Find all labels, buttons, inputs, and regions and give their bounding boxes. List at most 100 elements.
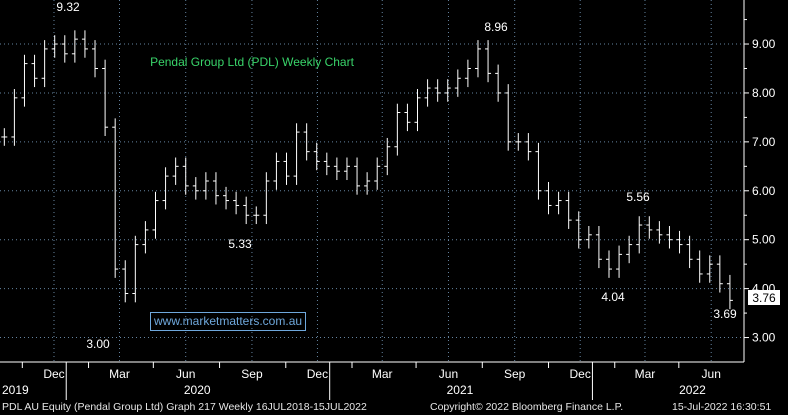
ohlc-bar [706, 255, 713, 283]
last-price-box [748, 290, 780, 305]
annotation-high-9-32: 9.32 [56, 0, 80, 14]
y-tick-label: 6.00 [752, 184, 776, 198]
annotation-5-56: 5.56 [626, 190, 650, 204]
x-year-label: 2020 [184, 383, 211, 397]
y-tick-label: 8.00 [752, 86, 776, 100]
x-month-label: Mar [372, 367, 393, 381]
ohlc-bar [81, 30, 88, 58]
ohlc-bar [233, 191, 240, 215]
x-axis-ticks: Dec Mar Jun Sep Dec Mar Jun Sep Dec Mar Jun 2019 202… [2, 362, 721, 400]
ohlc-bar [31, 54, 38, 88]
ohlc-bar [666, 226, 673, 249]
grid-lines [0, 0, 744, 362]
annotation-4-04: 4.04 [601, 290, 625, 304]
ohlc-bar [323, 152, 330, 176]
ohlc-bars [1, 30, 733, 310]
ohlc-bar [474, 40, 481, 78]
ohlc-bar [394, 103, 401, 156]
ohlc-bar [515, 133, 522, 151]
x-month-label: Dec [43, 367, 64, 381]
ohlc-bar [716, 255, 723, 293]
ohlc-bar [676, 230, 683, 254]
footer-security-info: PDL AU Equity (Pendal Group Ltd) Graph 2… [2, 401, 367, 413]
ohlc-bar [61, 35, 68, 63]
ohlc-bar [485, 40, 492, 83]
watermark-url: www.marketmatters.com.au [150, 312, 307, 331]
ohlc-bar [505, 84, 512, 151]
x-year-label: 2022 [679, 383, 706, 397]
ohlc-bar [656, 221, 663, 244]
ohlc-bar [313, 142, 320, 171]
ohlc-bar [535, 142, 542, 200]
y-tick-label: 3.00 [752, 331, 776, 345]
ohlc-bar [354, 157, 361, 195]
ohlc-bar [243, 196, 250, 225]
y-axis-ticks: 3.004.005.006.007.008.009.00 [744, 19, 776, 345]
y-tick-label: 5.00 [752, 233, 776, 247]
ohlc-bar [495, 64, 502, 102]
ohlc-bar [192, 177, 199, 200]
x-month-label: Dec [307, 367, 328, 381]
ohlc-bar [595, 226, 602, 269]
ohlc-bar [343, 157, 350, 181]
ohlc-bar [444, 79, 451, 102]
annotation-5-33: 5.33 [228, 237, 252, 251]
ohlc-bar [182, 157, 189, 195]
footer-timestamp: 15-Jul-2022 16:30:51 [672, 401, 772, 413]
ohlc-bar [404, 103, 411, 132]
ohlc-bar [92, 40, 99, 78]
ohlc-bar [374, 157, 381, 190]
y-tick-label: 9.00 [752, 37, 776, 51]
ohlc-bar [152, 191, 159, 239]
y-tick-label: 7.00 [752, 135, 776, 149]
ohlc-bar [525, 133, 532, 161]
ohlc-bar [223, 186, 230, 210]
ohlc-bar [253, 206, 260, 225]
ohlc-bar [464, 59, 471, 88]
ohlc-bar [545, 181, 552, 215]
chart-title: Pendal Group Ltd (PDL) Weekly Chart [150, 55, 355, 69]
ohlc-bar [333, 157, 340, 181]
ohlc-bar [414, 89, 421, 132]
footer-copyright: Copyright© 2022 Bloomberg Finance L.P. [430, 401, 624, 413]
ohlc-bar [686, 235, 693, 269]
ohlc-bar [384, 137, 391, 176]
annotation-low-3-00: 3.00 [86, 337, 110, 351]
footer-bar: PDL AU Equity (Pendal Group Ltd) Graph 2… [0, 400, 788, 415]
x-month-label: Mar [635, 367, 656, 381]
ohlc-bar [202, 172, 209, 200]
ohlc-bar [71, 30, 78, 63]
ohlc-bar [454, 69, 461, 97]
ohlc-bar [283, 152, 290, 185]
ohlc-bar [303, 123, 310, 161]
ohlc-bar [605, 250, 612, 278]
ohlc-bar [636, 216, 643, 254]
ohlc-bar [293, 123, 300, 185]
x-month-label: Jun [176, 367, 195, 381]
ohlc-bar [273, 152, 280, 190]
ohlc-bar [112, 118, 119, 278]
ohlc-bar [626, 235, 633, 264]
ohlc-bar [122, 260, 129, 303]
annotation-high-8-96: 8.96 [484, 20, 508, 34]
ohlc-bar [212, 172, 219, 205]
ohlc-bar [555, 191, 562, 215]
ohlc-bar [585, 226, 592, 249]
ohlc-bar [1, 128, 8, 146]
ohlc-bar [726, 274, 733, 310]
ohlc-bar [172, 157, 179, 185]
ohlc-bar [142, 221, 149, 254]
x-month-label: Mar [109, 367, 130, 381]
ohlc-bar [102, 59, 109, 136]
ohlc-bar [616, 245, 623, 278]
ohlc-bar [51, 35, 58, 58]
ohlc-bar [646, 216, 653, 239]
x-month-label: Sep [241, 367, 263, 381]
ohlc-bar [263, 172, 270, 225]
last-price-label: 3.76 [752, 291, 776, 305]
x-month-label: Dec [570, 367, 591, 381]
x-month-label: Jun [439, 367, 458, 381]
ohlc-bar [364, 172, 371, 195]
ohlc-bar [21, 54, 28, 107]
